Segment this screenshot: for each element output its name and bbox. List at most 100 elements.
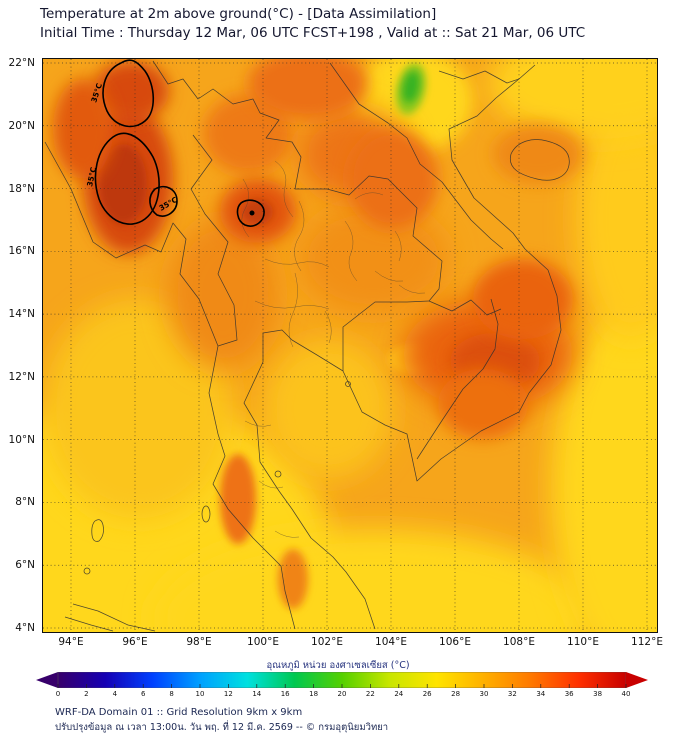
border-thailand-laos bbox=[259, 112, 443, 302]
y-axis-label: 16°N bbox=[8, 245, 35, 258]
map-figure: 35°C 35°C 35°C bbox=[42, 58, 658, 633]
x-axis-label: 106°E bbox=[439, 636, 471, 648]
heat-blob bbox=[438, 369, 528, 439]
colorbar-tick-label: 20 bbox=[337, 690, 347, 698]
heat-blob bbox=[488, 59, 657, 139]
heat-blob bbox=[493, 124, 583, 184]
border-thailand-cambodia bbox=[342, 300, 430, 371]
contour-loop bbox=[94, 132, 160, 225]
heat-blob bbox=[278, 549, 308, 609]
heat-blob bbox=[168, 219, 278, 369]
hainan-island-outline bbox=[509, 139, 570, 181]
colorbar bbox=[36, 671, 648, 689]
colorbar-tick-label: 4 bbox=[112, 690, 118, 698]
border-laos-vietnam bbox=[329, 62, 504, 250]
x-axis-label: 104°E bbox=[375, 636, 407, 648]
y-axis-label: 20°N bbox=[8, 119, 35, 132]
colorbar-tick-label: 24 bbox=[394, 690, 404, 698]
y-axis-label: 18°N bbox=[8, 182, 35, 195]
heat-blob bbox=[551, 299, 657, 632]
coastline-myanmar-peninsula bbox=[44, 141, 296, 630]
sumatra-coast-2 bbox=[64, 616, 114, 632]
y-axis-label: 10°N bbox=[8, 433, 35, 446]
footer-domain-info: WRF-DA Domain 01 :: Grid Resolution 9km … bbox=[55, 707, 303, 718]
heat-blob bbox=[348, 129, 438, 229]
contour-loop bbox=[149, 185, 178, 217]
y-axis-label: 14°N bbox=[8, 308, 35, 321]
x-axis-label: 100°E bbox=[247, 636, 279, 648]
contour-label-35c: 35°C bbox=[85, 166, 98, 188]
country-borders bbox=[44, 60, 570, 632]
colorbar-tick-label: 38 bbox=[593, 690, 603, 698]
contour-minimum-dot bbox=[249, 210, 255, 216]
sumatra-coast bbox=[72, 603, 156, 632]
contour-loop bbox=[236, 199, 265, 227]
heat-blob bbox=[576, 99, 657, 339]
border-cambodia-vietnam bbox=[416, 298, 499, 460]
colorbar-tick-label: 34 bbox=[536, 690, 546, 698]
y-axis-label: 12°N bbox=[8, 370, 35, 383]
coastline-gulf-vietnam bbox=[243, 64, 562, 630]
x-axis-label: 98°E bbox=[186, 636, 212, 648]
heat-blob bbox=[473, 259, 573, 339]
colorbar-tick-marks bbox=[57, 684, 627, 688]
footer: WRF-DA Domain 01 :: Grid Resolution 9km … bbox=[55, 705, 388, 735]
x-axis-label: 112°E bbox=[631, 636, 663, 648]
colorbar-tick-label: 14 bbox=[252, 690, 262, 698]
border-laos-cambodia bbox=[428, 299, 502, 316]
cool-patch-core bbox=[402, 71, 420, 103]
x-axis-label: 96°E bbox=[122, 636, 148, 648]
heatmap-field bbox=[43, 59, 657, 632]
colorbar-tick-label: 28 bbox=[451, 690, 461, 698]
x-axis-label: 110°E bbox=[567, 636, 599, 648]
small-island bbox=[345, 381, 351, 387]
grid-lines bbox=[43, 59, 657, 632]
map-subtitle: Initial Time : Thursday 12 Mar, 06 UTC F… bbox=[40, 25, 586, 41]
x-axis-label: 108°E bbox=[503, 636, 535, 648]
colorbar-scale: 0 2 4 6 8 10 12 14 16 18 20 22 24 26 28 30 32 34 36 38 40 bbox=[36, 690, 648, 700]
colorbar-right-arrow bbox=[626, 672, 648, 688]
colorbar-tick-label: 30 bbox=[479, 690, 489, 698]
border-myanmar-thailand bbox=[190, 134, 238, 347]
colorbar-tick-label: 18 bbox=[309, 690, 319, 698]
hot-spot-core bbox=[241, 199, 273, 225]
x-axis-label: 94°E bbox=[58, 636, 84, 648]
temperature-heatmap: 35°C 35°C 35°C bbox=[43, 59, 657, 632]
hot-spot-myanmar-north bbox=[93, 61, 169, 121]
colorbar-tick-label: 2 bbox=[84, 690, 89, 698]
contour-loop bbox=[102, 59, 155, 128]
province-borders bbox=[241, 160, 426, 538]
heat-blob bbox=[298, 204, 448, 314]
colorbar-tick-label: 8 bbox=[169, 690, 174, 698]
temperature-contours-35c bbox=[94, 59, 265, 227]
colorbar-tick-label: 10 bbox=[195, 690, 205, 698]
y-axis: 22°N 20°N 18°N 16°N 14°N 12°N 10°N 8°N 6°N 4°N bbox=[0, 57, 38, 634]
y-axis-label: 6°N bbox=[15, 559, 35, 572]
colorbar-left-arrow bbox=[36, 672, 58, 688]
heat-blob bbox=[220, 454, 256, 544]
colorbar-tick-label: 22 bbox=[365, 690, 375, 698]
border-vietnam-china bbox=[438, 70, 520, 84]
colorbar-tick-label: 36 bbox=[564, 690, 574, 698]
phuket-island bbox=[201, 505, 211, 523]
small-island bbox=[91, 519, 104, 542]
y-axis-label: 22°N bbox=[8, 57, 35, 69]
colorbar-tick-label: 16 bbox=[280, 690, 290, 698]
colorbar-tick-label: 26 bbox=[422, 690, 432, 698]
x-axis-label: 102°E bbox=[311, 636, 343, 648]
y-axis-label: 8°N bbox=[15, 496, 35, 509]
footer-update-info: ปรับปรุงข้อมูล ณ เวลา 13:00น. วัน พฤ. ที… bbox=[55, 722, 389, 733]
colorbar-title: อุณหภูมิ หน่วย องศาเซลเซียส (°C) bbox=[266, 660, 410, 671]
x-axis: 94°E 96°E 98°E 100°E 102°E 104°E 106°E 108°E 110… bbox=[42, 636, 663, 650]
map-title: Temperature at 2m above ground(°C) - [Da… bbox=[40, 6, 437, 22]
heat-blob bbox=[263, 339, 393, 479]
heat-blob bbox=[203, 94, 293, 174]
colorbar-tick-label: 6 bbox=[140, 690, 146, 698]
colorbar-tick-label: 40 bbox=[621, 690, 631, 698]
colorbar-tick-label: 32 bbox=[507, 690, 517, 698]
colorbar-tick-label: 0 bbox=[55, 690, 61, 698]
small-island bbox=[83, 567, 91, 575]
colorbar-tick-label: 12 bbox=[223, 690, 233, 698]
heat-blob bbox=[53, 79, 113, 179]
